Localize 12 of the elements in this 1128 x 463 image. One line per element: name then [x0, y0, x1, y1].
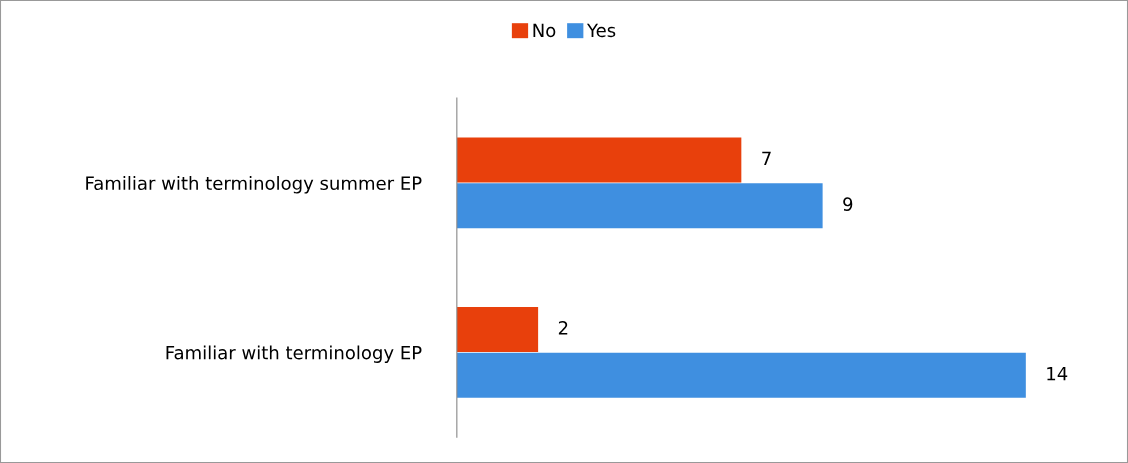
data-label: 9: [843, 197, 853, 211]
data-label: 2: [558, 321, 568, 335]
bar: [456, 183, 823, 229]
legend-label: Yes: [586, 23, 616, 38]
data-label: 7: [762, 151, 771, 165]
data-label: 14: [1047, 367, 1068, 381]
bar: [456, 307, 539, 352]
legend-label: No: [533, 23, 556, 38]
bar: [456, 352, 1026, 398]
y-tick-label: Familiar with terminology summer EP: [86, 176, 422, 194]
bar: [456, 137, 742, 183]
y-tick-label: Familiar with terminology EP: [166, 345, 422, 363]
